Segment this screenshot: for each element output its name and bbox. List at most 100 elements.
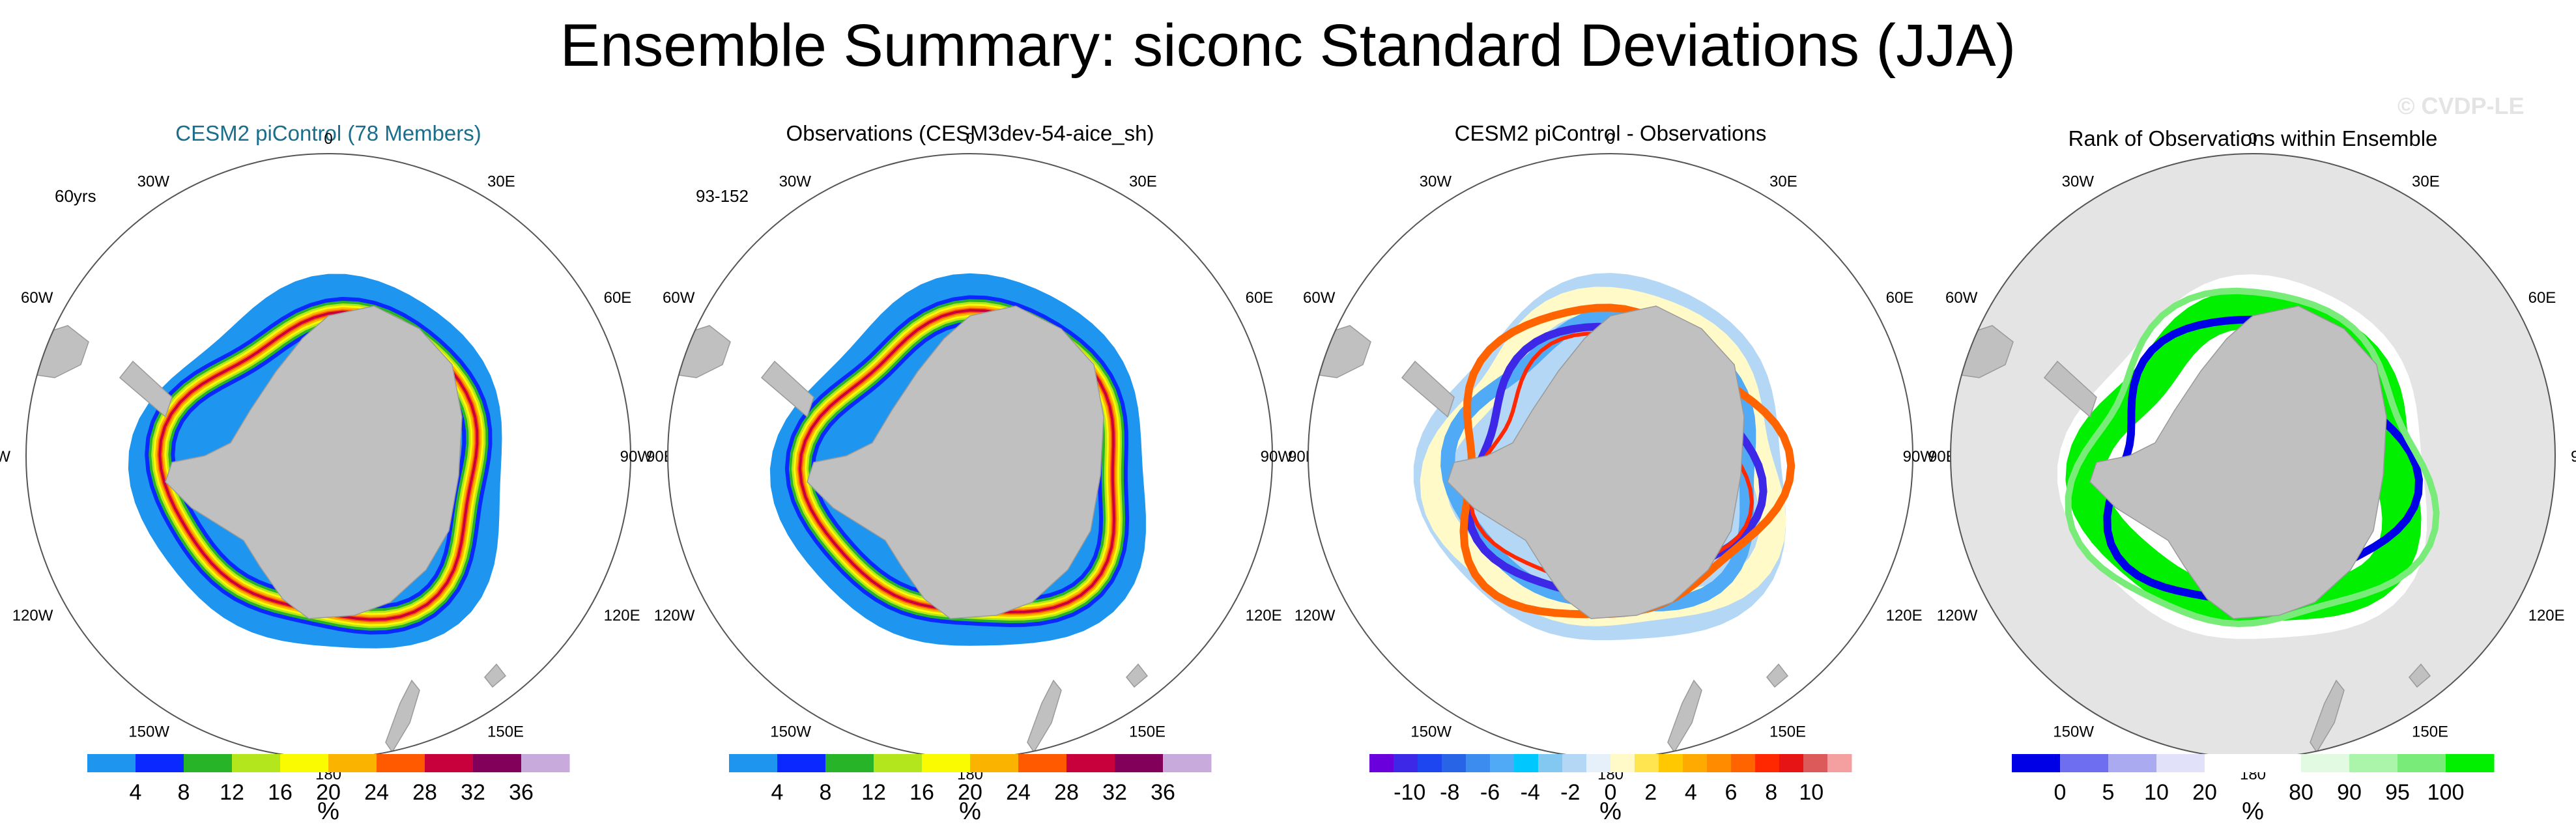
colorbar-units: % xyxy=(959,798,981,825)
longitude-label: 150E xyxy=(1129,723,1166,741)
tasmania xyxy=(484,663,507,688)
colorbar-tick-label: -4 xyxy=(1521,780,1540,805)
colorbar-tick-label: 100 xyxy=(2427,780,2465,805)
antarctic-peninsula xyxy=(119,360,173,418)
panel-title: CESM2 piControl - Observations xyxy=(1455,121,1767,145)
map-body xyxy=(1951,154,2555,758)
longitude-label: 30E xyxy=(2412,173,2440,190)
colorbar-swatch xyxy=(1442,754,1467,772)
colorbar-tick-label: 4 xyxy=(1685,780,1697,805)
longitude-label: 120E xyxy=(1246,607,1282,624)
longitude-label: 150W xyxy=(2053,723,2094,741)
rank-mid-band xyxy=(2065,287,2440,627)
longitude-label: 150W xyxy=(770,723,811,741)
longitude-label: 120W xyxy=(12,607,53,624)
polar-map xyxy=(25,153,631,759)
colorbar-tick-label: 8 xyxy=(820,780,832,805)
colorbar-tick-label: 20 xyxy=(2192,780,2217,805)
colorbar-swatch xyxy=(473,754,522,772)
colorbar-swatch xyxy=(1827,754,1852,772)
colorbar-swatch xyxy=(970,754,1019,772)
colorbar: 0 5 10 20 80 90 95 100 xyxy=(2012,754,2495,805)
longitude-label: 60E xyxy=(1246,289,1274,307)
colorbar-tick-label: 28 xyxy=(412,780,437,805)
longitude-label: 150W xyxy=(128,723,169,741)
colorbar-swatch xyxy=(1394,754,1418,772)
map-body xyxy=(26,154,631,758)
colorbar: 4 8 12 16 20 24 28 32 36 xyxy=(87,754,570,805)
colorbar-tick-label: 24 xyxy=(364,780,389,805)
colorbar-swatch xyxy=(1803,754,1828,772)
colorbar-swatch xyxy=(2301,754,2350,772)
longitude-label: 120E xyxy=(1886,607,1923,624)
longitude-label: 0 xyxy=(1606,130,1614,148)
longitude-label: 150E xyxy=(2412,723,2448,741)
colorbar-swatch xyxy=(1466,754,1491,772)
antarctica-landmass xyxy=(1447,305,1745,619)
colorbar-tick-label: 28 xyxy=(1054,780,1079,805)
colorbar-swatch xyxy=(1115,754,1164,772)
colorbar-swatch xyxy=(1066,754,1115,772)
longitude-label: 0 xyxy=(966,130,974,148)
panel-title: Rank of Observations within Ensemble xyxy=(2068,126,2438,150)
longitude-label: 60W xyxy=(1303,289,1336,307)
colorbar-tick-label: 0 xyxy=(1605,780,1617,805)
colorbar-swatch xyxy=(2253,754,2302,772)
panel-difference: CESM2 piControl - Observations 0 30E 60E 90… xyxy=(1261,121,1956,825)
colorbar-swatch xyxy=(1538,754,1563,772)
colorbar-tick-label: 36 xyxy=(509,780,534,805)
polar-map xyxy=(667,153,1273,759)
colorbar-tick-label: 10 xyxy=(1799,780,1824,805)
colorbar-swatch xyxy=(1635,754,1659,772)
colorbar-swatch xyxy=(874,754,923,772)
colorbar-swatch xyxy=(1369,754,1394,772)
colorbar-swatch xyxy=(232,754,281,772)
panel-title: Observations (CESM3dev-54-aice_sh) xyxy=(786,121,1154,145)
colorbar-swatch xyxy=(2060,754,2109,772)
colorbar-swatch xyxy=(1562,754,1587,772)
map-body xyxy=(668,154,1272,758)
longitude-label: 120W xyxy=(1295,607,1336,624)
panel-title: CESM2 piControl (78 Members) xyxy=(175,121,481,145)
colorbar-tick-label: 16 xyxy=(909,780,934,805)
colorbar-swatch xyxy=(2012,754,2061,772)
colorbar-swatch xyxy=(1755,754,1780,772)
colorbar-tick-label: -2 xyxy=(1560,780,1580,805)
colorbar-tick-label: 32 xyxy=(1102,780,1127,805)
longitude-label: 0 xyxy=(324,130,332,148)
colorbar-swatch xyxy=(1418,754,1442,772)
panel-annotation: 60yrs xyxy=(55,186,96,206)
colorbar-swatch xyxy=(2108,754,2157,772)
antarctic-peninsula xyxy=(2043,360,2097,418)
colorbar-tick-label: 4 xyxy=(130,780,142,805)
longitude-label: 150W xyxy=(1410,723,1452,741)
colorbar-swatch xyxy=(1659,754,1683,772)
longitude-label: 120E xyxy=(2528,607,2565,624)
colorbar-swatch xyxy=(2397,754,2446,772)
longitude-label: 60E xyxy=(604,289,632,307)
antarctica-landmass xyxy=(2089,305,2387,619)
polar-map xyxy=(1950,153,2556,759)
panel-rank: Rank of Observations within Ensemble 0 30… xyxy=(1903,126,2576,825)
colorbar-tick-label: -10 xyxy=(1394,780,1425,805)
longitude-label: 60W xyxy=(1945,289,1978,307)
tasmania xyxy=(1126,663,1149,688)
colorbar-tick-label: 6 xyxy=(1725,780,1738,805)
colorbar-tick-label: 36 xyxy=(1151,780,1175,805)
colorbar-swatch xyxy=(2446,754,2495,772)
colorbar-swatch xyxy=(2156,754,2205,772)
colorbar-swatch xyxy=(1163,754,1212,772)
longitude-label: 90W xyxy=(620,448,653,466)
antarctica-landmass xyxy=(165,305,463,619)
colorbar-tick-label: 16 xyxy=(268,780,293,805)
colorbar-swatch xyxy=(425,754,474,772)
longitude-label: 60W xyxy=(21,289,53,307)
colorbar: -10 -8 -6 -4 -2 0 2 4 6 8 10 xyxy=(1369,754,1852,805)
longitude-label: 150E xyxy=(487,723,524,741)
longitude-label: 60E xyxy=(2528,289,2556,307)
colorbar-swatch xyxy=(136,754,184,772)
colorbar-tick-label: 8 xyxy=(1765,780,1777,805)
